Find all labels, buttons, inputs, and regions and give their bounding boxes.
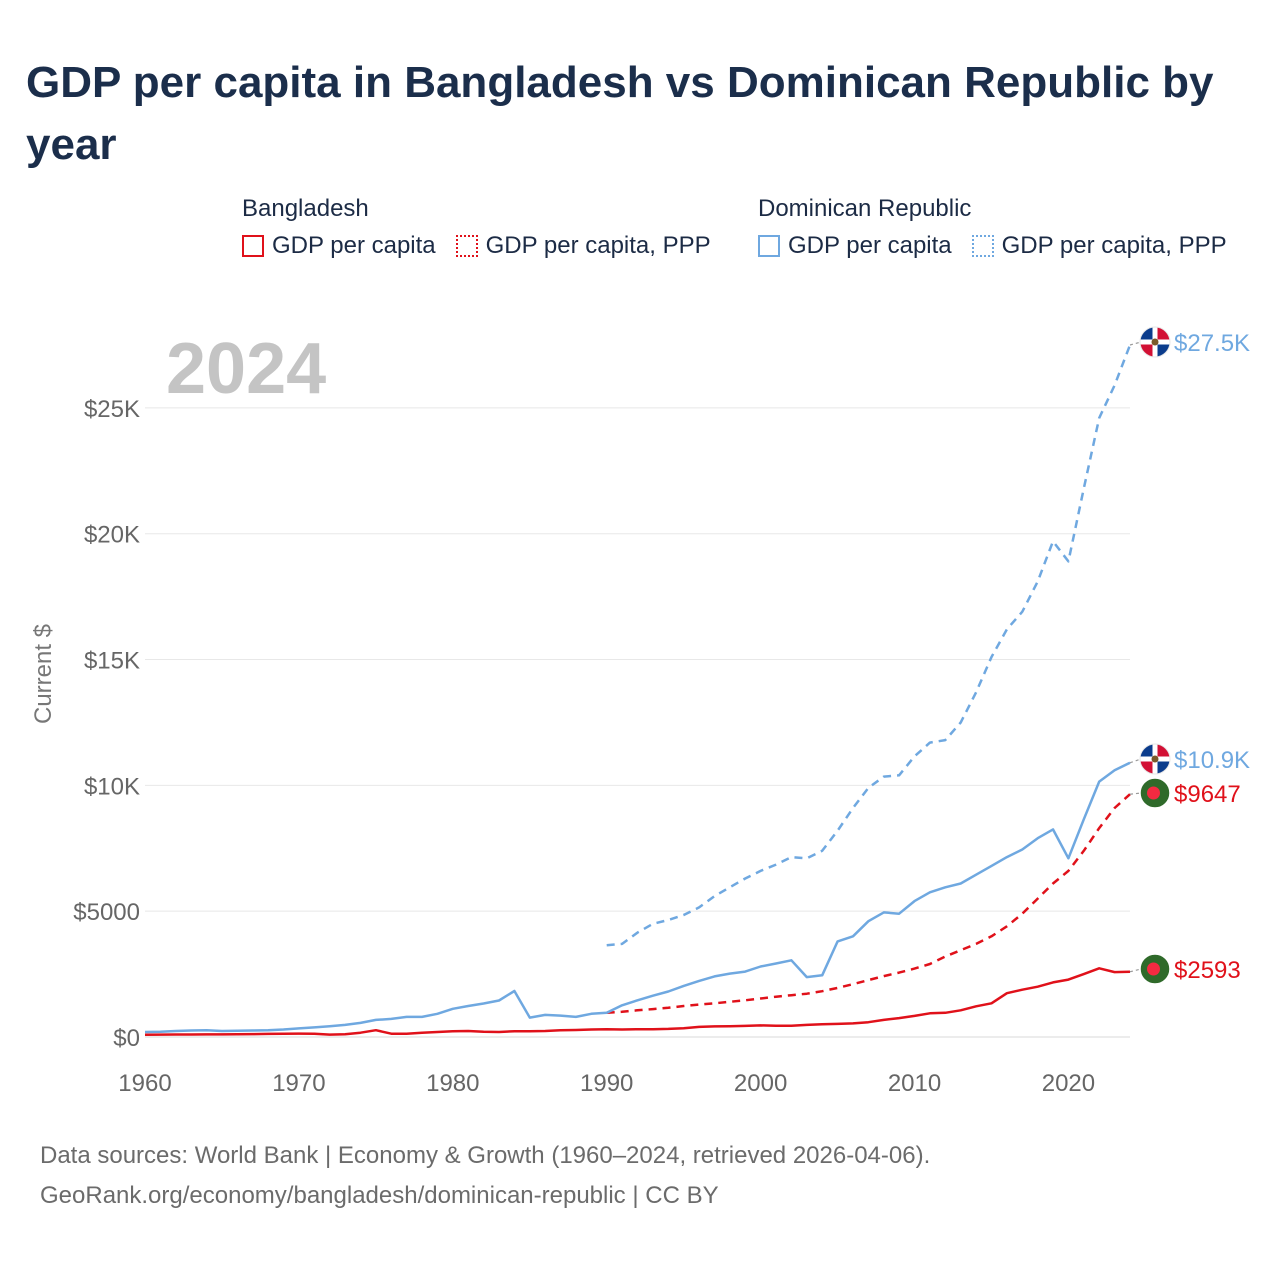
end-leader <box>1129 968 1142 973</box>
legend-group-bangladesh: Bangladesh GDP per capita GDP per capita… <box>242 192 731 260</box>
series-lines <box>144 344 1132 1036</box>
legend-swatch-dotted-red <box>455 235 478 257</box>
y-tick-label: $5000 <box>73 899 140 926</box>
end-leader <box>1129 341 1142 346</box>
legend-swatch-solid-red <box>242 235 264 257</box>
x-tick-label: 1980 <box>426 1070 479 1097</box>
legend-label: GDP per capita <box>788 232 952 259</box>
x-tick-label: 2020 <box>1042 1070 1095 1097</box>
x-tick-label: 1990 <box>580 1070 633 1097</box>
end-markers: $2593 $9647 $10.9K $27.5K <box>1129 326 1250 985</box>
bangladesh-flag-icon <box>1139 953 1171 985</box>
footer: Data sources: World Bank | Economy & Gro… <box>40 1136 930 1216</box>
legend-swatch-dotted-blue <box>971 235 994 257</box>
end-value-label: $27.5K <box>1174 330 1250 357</box>
x-tick-label: 1960 <box>118 1070 171 1097</box>
year-label: 2024 <box>166 329 326 409</box>
end-value-label: $10.9K <box>1174 747 1250 774</box>
legend-item-dominican-republic-gdp[interactable]: GDP per capita <box>758 232 952 260</box>
dominican-republic-flag-icon <box>1139 326 1171 358</box>
y-axis-label: Current $ <box>30 624 57 724</box>
bangladesh-flag-icon <box>1139 777 1171 809</box>
series-line-3[interactable] <box>606 344 1132 947</box>
legend-item-bangladesh-gdp[interactable]: GDP per capita <box>242 232 436 260</box>
series-line-2[interactable] <box>144 761 1131 1034</box>
legend-item-bangladesh-ppp[interactable]: GDP per capita, PPP <box>455 232 711 260</box>
series-line-1[interactable] <box>606 793 1131 1015</box>
legend-item-dominican-republic-ppp[interactable]: GDP per capita, PPP <box>971 232 1227 260</box>
y-axis: $0 $5000 $10K $15K $20K $25K <box>73 396 140 1052</box>
footer-link[interactable]: GeoRank.org/economy/bangladesh/dominican… <box>40 1182 719 1209</box>
legend-group-dominican-republic: Dominican Republic GDP per capita GDP pe… <box>758 192 1247 260</box>
x-axis: 1960 1970 1980 1990 2000 2010 2020 <box>118 1070 1095 1097</box>
end-leader <box>1129 792 1142 795</box>
y-tick-label: $20K <box>84 522 140 549</box>
legend-label: GDP per capita, PPP <box>485 232 711 259</box>
y-tick-label: $10K <box>84 773 140 800</box>
legend-heading-dominican-republic: Dominican Republic <box>758 195 972 222</box>
footer-sources: Data sources: World Bank | Economy & Gro… <box>40 1142 931 1169</box>
series-line-0[interactable] <box>144 967 1131 1036</box>
gridlines <box>145 407 1130 1038</box>
end-value-label: $2593 <box>1174 957 1241 984</box>
legend-label: GDP per capita <box>272 232 436 259</box>
y-tick-label: $0 <box>113 1025 140 1052</box>
x-tick-label: 2000 <box>734 1070 787 1097</box>
y-tick-label: $25K <box>84 396 140 423</box>
end-leader <box>1129 758 1142 764</box>
dominican-republic-flag-icon <box>1139 743 1171 775</box>
legend-swatch-solid-blue <box>758 235 780 257</box>
legend-label: GDP per capita, PPP <box>1001 232 1227 259</box>
y-tick-label: $15K <box>84 648 140 675</box>
end-value-label: $9647 <box>1174 781 1241 808</box>
x-tick-label: 2010 <box>888 1070 941 1097</box>
x-tick-label: 1970 <box>272 1070 325 1097</box>
legend-heading-bangladesh: Bangladesh <box>242 195 369 222</box>
chart-title: GDP per capita in Bangladesh vs Dominica… <box>26 58 1214 169</box>
